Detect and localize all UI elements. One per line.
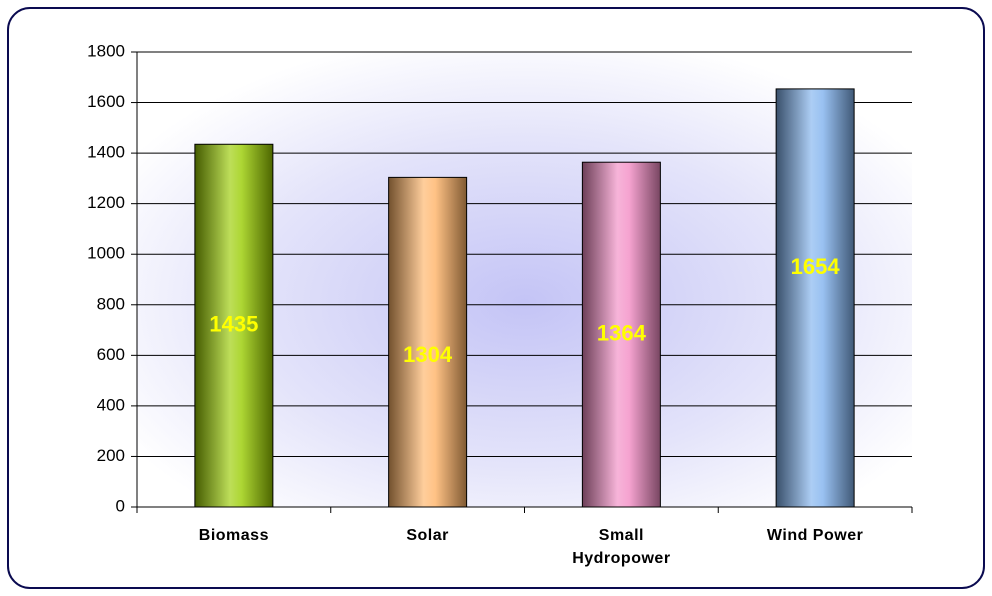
y-tick-label: 1600 xyxy=(87,92,125,111)
data-label: 1364 xyxy=(597,320,647,345)
data-label: 1654 xyxy=(791,254,841,279)
y-tick-label: 800 xyxy=(97,294,125,313)
data-label: 1304 xyxy=(403,342,453,367)
y-tick-label: 1800 xyxy=(87,41,125,60)
bar xyxy=(388,176,468,508)
x-tick-label: Wind Power xyxy=(766,527,864,544)
x-tick-label: Solar xyxy=(406,527,449,544)
y-tick-label: 600 xyxy=(97,345,125,364)
y-tick-label: 400 xyxy=(97,395,125,414)
y-tick-label: 0 xyxy=(116,496,125,515)
bar xyxy=(194,143,274,508)
x-tick-label: Small Hydropower xyxy=(572,527,671,567)
bar xyxy=(775,88,855,508)
x-tick-label: Biomass xyxy=(198,527,269,544)
data-label: 1435 xyxy=(209,311,258,336)
bar xyxy=(581,161,661,508)
y-tick-label: 1400 xyxy=(87,143,125,162)
y-tick-label: 200 xyxy=(97,446,125,465)
y-tick-label: 1000 xyxy=(87,244,125,263)
y-tick-label: 1200 xyxy=(87,193,125,212)
